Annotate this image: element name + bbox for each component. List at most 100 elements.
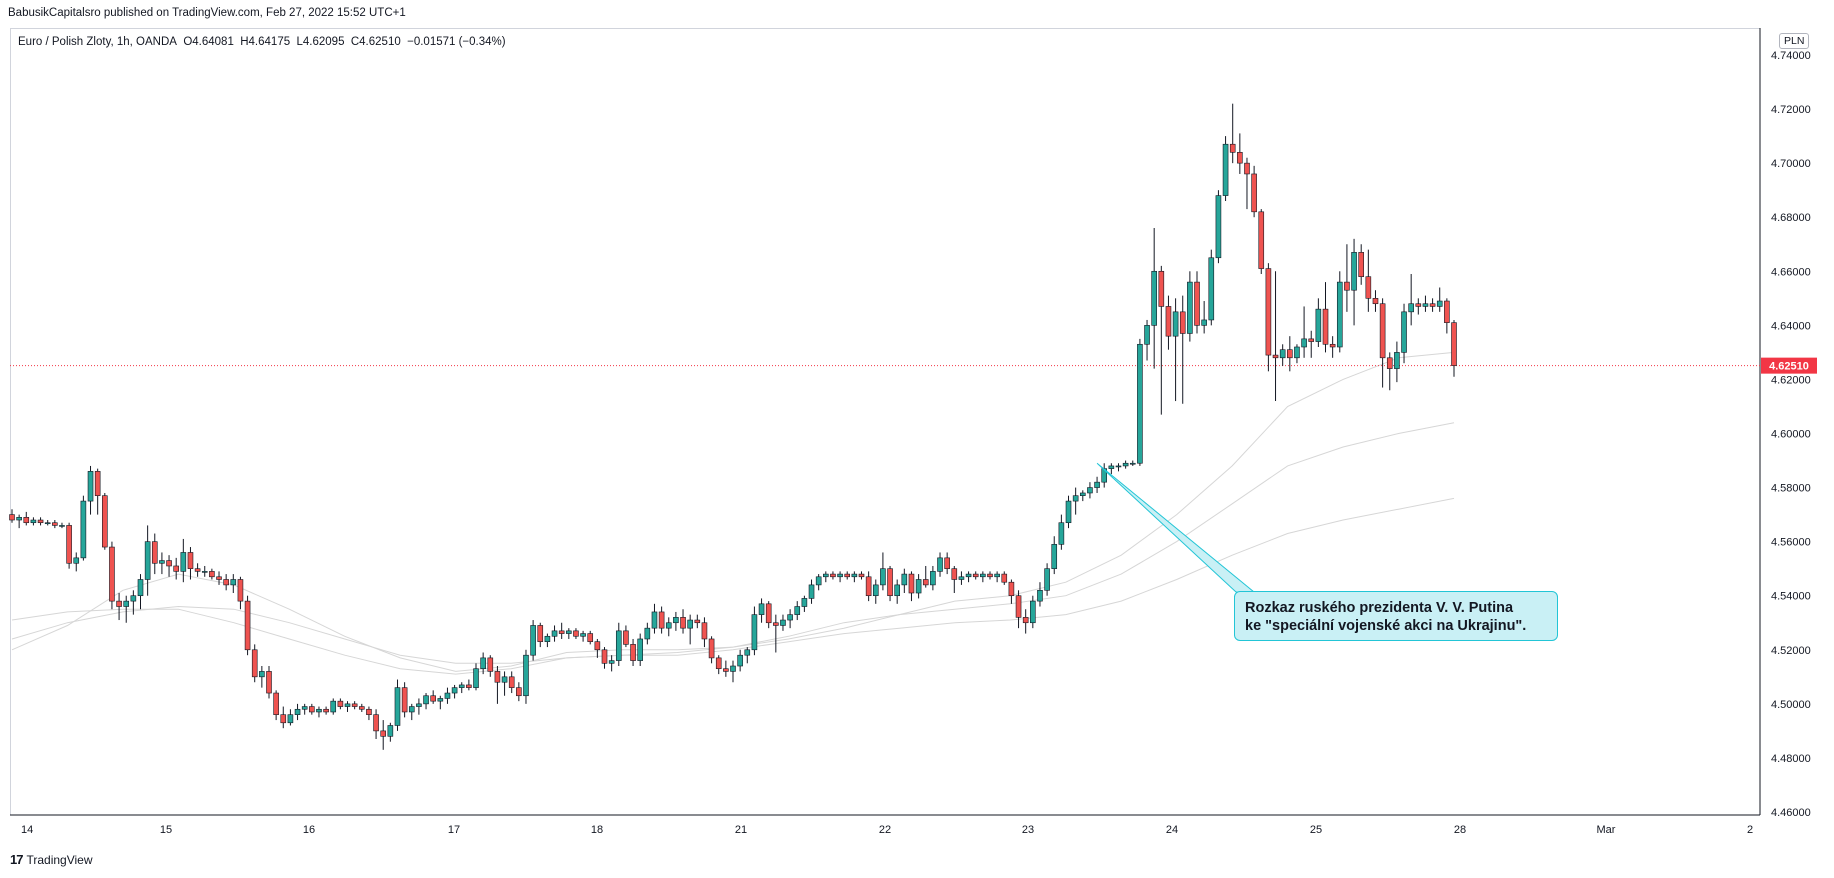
candle-body (1251, 173, 1257, 213)
candle-body (59, 525, 65, 527)
candle-body (601, 649, 608, 664)
callout-annotation[interactable]: Rozkaz ruského prezidenta V. V. Putina k… (1234, 591, 1558, 641)
currency-badge[interactable]: PLN (1779, 33, 1810, 49)
candle-body (865, 576, 872, 597)
candle-body (80, 500, 87, 559)
candle-body (1451, 322, 1457, 366)
candle-body (651, 611, 658, 629)
candle-body (294, 708, 301, 715)
chart-pane[interactable] (10, 28, 1760, 815)
candle-body (508, 676, 515, 688)
candle-body (223, 579, 229, 586)
candle-body (466, 684, 472, 688)
candle-body (416, 703, 422, 707)
candle-body (1344, 281, 1350, 291)
candle-body (259, 671, 265, 678)
candle-body (1429, 303, 1436, 307)
candle-body (1194, 281, 1200, 326)
candle-body (1072, 495, 1079, 502)
candle-body (1287, 349, 1293, 359)
candle-body (1336, 281, 1343, 348)
candle-body (1329, 343, 1336, 348)
candle-body (1065, 500, 1072, 524)
candle-body (887, 568, 893, 597)
candle-body (137, 579, 144, 597)
candle-body (194, 568, 201, 572)
callout-line-1: Rozkaz ruského prezidenta V. V. Putina (1245, 600, 1514, 616)
candle-body (944, 557, 950, 569)
y-tick-label: 4.58000 (1771, 483, 1811, 495)
candle-body (66, 525, 72, 564)
candle-body (1258, 211, 1265, 269)
y-tick-label: 4.52000 (1771, 645, 1811, 657)
candle-body (23, 517, 30, 524)
candle-body (922, 579, 929, 586)
candle-body (444, 692, 451, 699)
tradingview-footer[interactable]: 17 TradingView (10, 852, 93, 867)
candle-body (494, 671, 501, 683)
candle-body (116, 600, 122, 607)
candle-body (387, 725, 394, 737)
candle-body (972, 573, 979, 578)
candle-body (151, 541, 158, 564)
candle-body (844, 573, 851, 578)
candle-body (980, 573, 986, 578)
candle-body (737, 654, 743, 667)
candle-body (1415, 303, 1422, 307)
candle-body (958, 576, 965, 580)
candle-body (1222, 143, 1229, 196)
candle-body (216, 576, 222, 580)
candle-body (16, 517, 22, 521)
candle-body (1322, 308, 1329, 345)
candle-body (894, 584, 900, 597)
candle-body (665, 622, 672, 629)
candle-body (930, 571, 936, 586)
candle-body (1015, 595, 1022, 618)
legend-symbol[interactable]: Euro / Polish Zloty, 1h, OANDA (18, 36, 177, 48)
candle-body (1272, 354, 1279, 359)
candle-body (358, 706, 365, 710)
candle-body (880, 568, 886, 586)
candle-body (437, 698, 444, 702)
candle-body (637, 638, 643, 661)
candle-body (851, 573, 858, 578)
candle-body (987, 573, 993, 578)
y-tick-label: 4.46000 (1771, 807, 1811, 819)
candle-body (587, 633, 594, 642)
y-tick-label: 4.50000 (1771, 699, 1811, 711)
x-tick-label: 21 (735, 824, 747, 836)
candle-body (180, 552, 187, 572)
candle-body (1237, 152, 1243, 164)
candle-body (1436, 300, 1443, 307)
candle-body (44, 522, 51, 525)
candle-body (544, 635, 551, 642)
candle-body (951, 568, 958, 580)
publisher-line: BabusikCapitalsro published on TradingVi… (8, 7, 406, 19)
candle-body (316, 708, 322, 713)
candle-body (102, 495, 108, 548)
candle-body (1379, 303, 1386, 359)
candle-body (694, 619, 701, 624)
y-tick-label: 4.70000 (1771, 158, 1811, 170)
candle-body (537, 625, 544, 642)
candle-body (1294, 346, 1300, 359)
candle-body (123, 600, 130, 607)
x-tick-label: 25 (1310, 824, 1322, 836)
tradingview-brand: TradingView (26, 852, 93, 867)
candle-body (1158, 270, 1165, 307)
candle-body (1037, 590, 1043, 602)
y-tick-label: 4.56000 (1771, 537, 1811, 549)
candle-body (673, 617, 679, 624)
candle-body (808, 584, 815, 599)
y-tick-label: 4.48000 (1771, 753, 1811, 765)
candle-body (430, 695, 436, 702)
x-tick-label: 16 (303, 824, 315, 836)
candle-body (830, 573, 836, 578)
candle-body (1401, 311, 1407, 353)
candle-body (1358, 252, 1364, 277)
y-tick-label: 4.66000 (1771, 266, 1811, 278)
callout-line-2: ke "speciální vojenské akci na Ukrajinu"… (1245, 618, 1527, 634)
candle-body (523, 654, 529, 697)
candle-body (73, 557, 80, 564)
